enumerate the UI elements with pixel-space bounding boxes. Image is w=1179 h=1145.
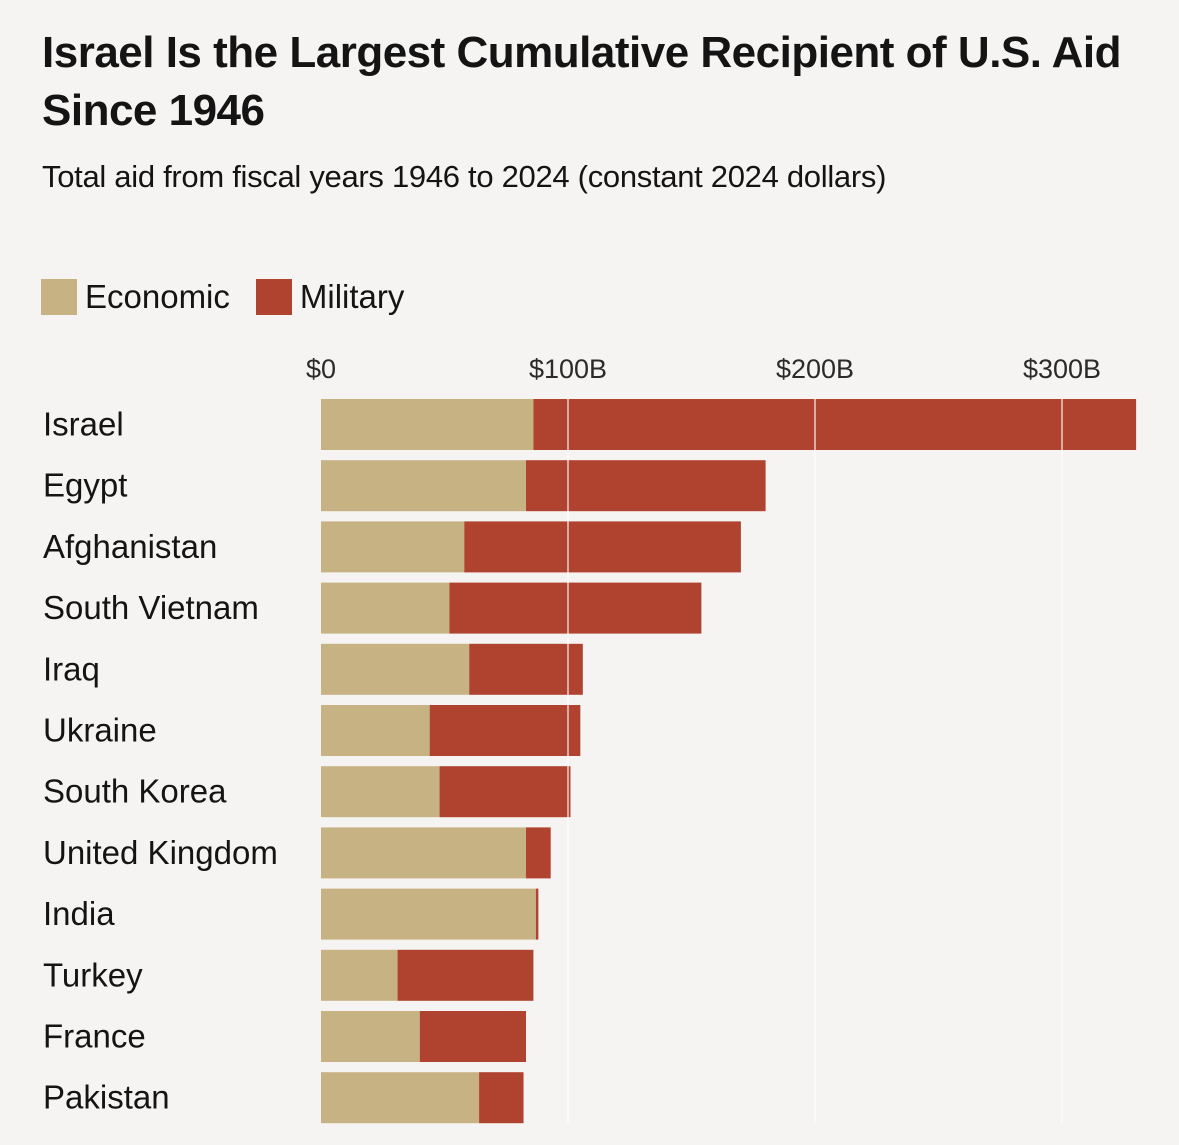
bar-egypt-military bbox=[526, 460, 766, 512]
bar-south-vietnam-military bbox=[449, 582, 702, 634]
bar-south-vietnam-economic bbox=[321, 582, 450, 634]
category-labels: Israel Egypt Afghanistan South Vietnam Iraq U… bbox=[43, 406, 278, 1116]
bar-india-economic bbox=[321, 888, 536, 940]
bar-egypt-economic bbox=[321, 460, 527, 512]
bar-ukraine-military bbox=[429, 705, 581, 756]
category-label-united-kingdom: United Kingdom bbox=[43, 834, 278, 871]
category-label-afghanistan: Afghanistan bbox=[43, 528, 217, 565]
x-tick-label-2: $200B bbox=[776, 354, 854, 384]
category-label-south-vietnam: South Vietnam bbox=[43, 589, 259, 626]
legend: Economic Military bbox=[41, 278, 430, 316]
chart-subtitle: Total aid from fiscal years 1946 to 2024… bbox=[42, 159, 887, 194]
bar-south-korea-military bbox=[439, 766, 571, 818]
x-axis-ticks: $0 $100B $200B $300B bbox=[306, 354, 1101, 384]
category-label-india: India bbox=[43, 895, 115, 932]
legend-swatch-military bbox=[255, 279, 292, 315]
category-label-iraq: Iraq bbox=[43, 650, 100, 687]
bar-france-military bbox=[419, 1011, 527, 1062]
bar-israel-economic bbox=[321, 399, 534, 450]
grid-layer bbox=[567, 399, 1063, 1124]
legend-label-military: Military bbox=[299, 278, 405, 315]
x-tick-label-3: $300B bbox=[1023, 354, 1101, 384]
legend-item-military: Military bbox=[255, 278, 405, 316]
bar-ukraine-economic bbox=[321, 705, 430, 756]
bar-pakistan-military bbox=[479, 1072, 524, 1124]
category-label-south-korea: South Korea bbox=[43, 773, 227, 810]
bar-united-kingdom-economic bbox=[321, 827, 527, 879]
x-tick-label-0: $0 bbox=[306, 354, 336, 384]
category-label-ukraine: Ukraine bbox=[43, 712, 157, 749]
bar-france-economic bbox=[321, 1011, 420, 1062]
legend-item-economic: Economic bbox=[41, 278, 230, 316]
category-label-pakistan: Pakistan bbox=[43, 1079, 170, 1116]
category-label-turkey: Turkey bbox=[43, 956, 143, 993]
bar-iraq-military bbox=[469, 643, 583, 695]
category-label-israel: Israel bbox=[43, 406, 124, 443]
bar-pakistan-economic bbox=[321, 1072, 480, 1124]
bar-united-kingdom-military bbox=[526, 827, 551, 879]
bar-turkey-military bbox=[397, 949, 534, 1001]
category-label-egypt: Egypt bbox=[43, 467, 127, 504]
bar-afghanistan-military bbox=[464, 521, 741, 573]
bar-israel-military bbox=[533, 399, 1137, 450]
legend-swatch-economic bbox=[41, 279, 77, 315]
bar-south-korea-economic bbox=[321, 766, 440, 818]
x-tick-label-1: $100B bbox=[529, 354, 607, 384]
category-label-france: France bbox=[43, 1018, 146, 1055]
legend-label-economic: Economic bbox=[85, 278, 230, 315]
bars-layer bbox=[321, 399, 1137, 1124]
bar-afghanistan-economic bbox=[321, 521, 465, 573]
chart-title: Israel Is the Largest Cumulative Recipie… bbox=[42, 28, 1121, 135]
bar-india-military bbox=[535, 888, 539, 940]
bar-turkey-economic bbox=[321, 949, 398, 1001]
bar-iraq-economic bbox=[321, 643, 470, 695]
